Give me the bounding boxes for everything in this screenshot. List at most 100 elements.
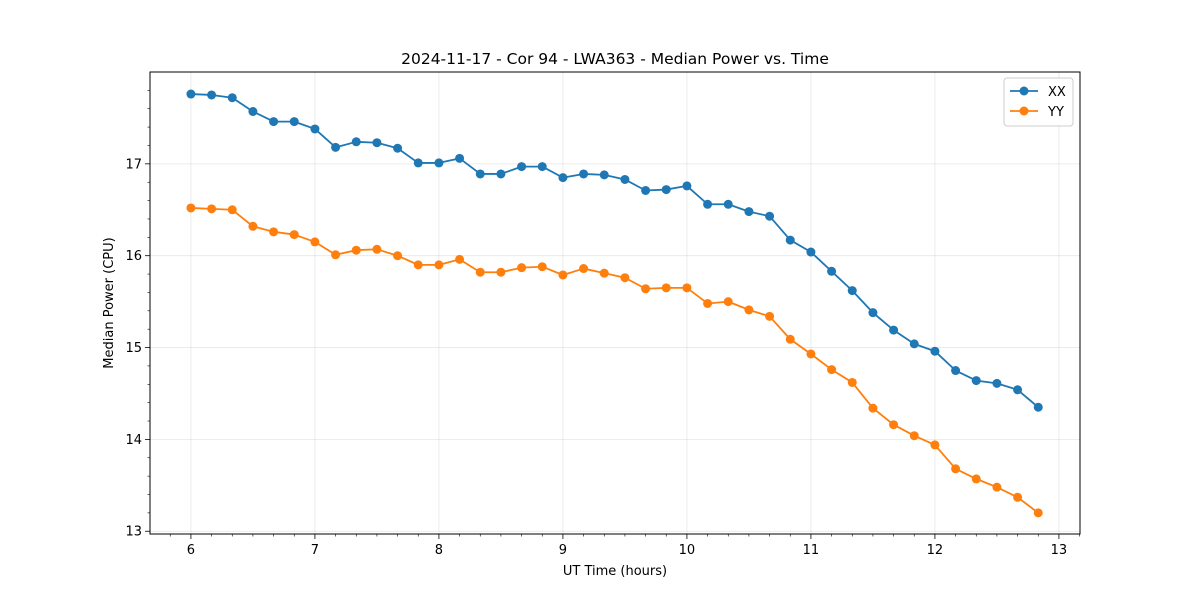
data-point-yy-20 xyxy=(599,268,609,278)
data-point-yy-9 xyxy=(372,244,382,254)
x-tick-label-6: 6 xyxy=(187,543,195,558)
data-point-yy-37 xyxy=(951,464,961,474)
data-point-xx-16 xyxy=(517,162,527,172)
y-tick-label-14: 14 xyxy=(125,433,142,448)
data-point-xx-22 xyxy=(641,185,651,195)
legend-marker-xx xyxy=(1019,86,1029,96)
data-point-yy-13 xyxy=(455,254,465,264)
data-point-xx-41 xyxy=(1033,402,1043,412)
data-point-xx-12 xyxy=(434,158,444,168)
data-point-xx-3 xyxy=(248,107,258,116)
x-tick-label-13: 13 xyxy=(1051,543,1068,558)
data-point-xx-21 xyxy=(620,174,630,184)
data-point-yy-19 xyxy=(579,264,589,274)
data-point-xx-14 xyxy=(475,169,485,179)
data-point-xx-32 xyxy=(847,286,857,296)
data-point-xx-23 xyxy=(661,185,671,195)
x-axis-label: UT Time (hours) xyxy=(563,564,667,579)
data-point-yy-14 xyxy=(475,267,485,277)
data-point-yy-10 xyxy=(393,251,403,261)
data-point-xx-27 xyxy=(744,207,754,217)
data-point-yy-35 xyxy=(909,431,919,441)
data-point-xx-24 xyxy=(682,181,692,191)
data-point-yy-36 xyxy=(930,440,940,450)
data-point-yy-18 xyxy=(558,270,568,280)
data-point-yy-25 xyxy=(703,298,713,308)
data-point-yy-32 xyxy=(847,377,857,387)
series-group xyxy=(186,89,1043,518)
legend-entry-xx: XX xyxy=(1010,85,1066,100)
data-point-xx-11 xyxy=(413,158,423,168)
data-point-xx-19 xyxy=(579,169,589,179)
data-point-xx-7 xyxy=(331,142,341,152)
data-point-yy-38 xyxy=(971,474,981,484)
data-point-xx-26 xyxy=(723,199,733,209)
data-point-yy-33 xyxy=(868,403,878,413)
data-point-xx-8 xyxy=(351,137,361,147)
data-point-xx-6 xyxy=(310,124,320,134)
chart-title: 2024-11-17 - Cor 94 - LWA363 - Median Po… xyxy=(401,50,829,68)
legend-label-yy: YY xyxy=(1047,105,1064,120)
data-point-xx-15 xyxy=(496,169,506,179)
data-point-yy-21 xyxy=(620,273,630,283)
x-tick-label-12: 12 xyxy=(927,543,944,558)
data-point-xx-35 xyxy=(909,339,919,349)
y-axis-label: Median Power (CPU) xyxy=(102,237,117,368)
data-point-xx-36 xyxy=(930,346,940,356)
data-point-xx-33 xyxy=(868,308,878,318)
series-line-xx xyxy=(190,93,1039,408)
data-point-yy-16 xyxy=(517,263,527,273)
data-point-yy-2 xyxy=(227,205,237,215)
y-tick-label-16: 16 xyxy=(125,249,142,264)
data-point-xx-34 xyxy=(889,325,899,335)
data-point-yy-27 xyxy=(744,305,754,315)
series-yy xyxy=(186,203,1043,518)
data-point-xx-18 xyxy=(558,173,568,183)
data-point-xx-5 xyxy=(289,117,299,127)
data-point-xx-25 xyxy=(703,199,713,209)
data-point-yy-22 xyxy=(641,284,651,294)
data-point-xx-4 xyxy=(269,117,279,127)
legend-entry-yy: YY xyxy=(1010,105,1064,120)
data-point-yy-28 xyxy=(765,311,775,321)
data-point-yy-3 xyxy=(248,221,258,231)
data-point-yy-40 xyxy=(1013,492,1023,502)
data-point-xx-1 xyxy=(207,90,217,100)
data-point-yy-30 xyxy=(806,349,816,359)
data-point-yy-41 xyxy=(1033,508,1043,518)
data-point-yy-8 xyxy=(351,245,361,255)
data-point-yy-34 xyxy=(889,420,899,430)
data-point-xx-0 xyxy=(186,89,196,99)
data-point-xx-2 xyxy=(227,93,237,103)
axis-ticks: 6 7 8 9 10 11 12 13 13 14 15 16 17 xyxy=(125,90,1080,558)
x-tick-label-11: 11 xyxy=(803,543,820,558)
data-point-yy-7 xyxy=(331,250,341,260)
data-point-xx-13 xyxy=(455,153,465,163)
x-tick-label-8: 8 xyxy=(435,543,443,558)
y-tick-label-13: 13 xyxy=(125,525,142,540)
legend: XX YY xyxy=(1003,77,1074,127)
data-point-xx-39 xyxy=(992,378,1002,388)
data-point-yy-12 xyxy=(434,260,444,270)
data-point-xx-28 xyxy=(765,211,775,221)
data-point-xx-9 xyxy=(372,138,382,148)
grid xyxy=(150,72,1080,534)
data-point-yy-31 xyxy=(827,365,837,375)
x-tick-label-7: 7 xyxy=(311,543,319,558)
legend-marker-yy xyxy=(1019,106,1029,116)
data-point-xx-40 xyxy=(1013,385,1023,395)
series-xx xyxy=(186,89,1043,412)
data-point-yy-29 xyxy=(785,334,795,344)
data-point-yy-1 xyxy=(207,204,217,214)
series-line-yy xyxy=(190,207,1039,514)
y-tick-label-15: 15 xyxy=(125,341,142,356)
data-point-xx-37 xyxy=(951,366,961,376)
data-point-xx-20 xyxy=(599,170,609,180)
legend-label-xx: XX xyxy=(1048,85,1066,100)
data-point-yy-15 xyxy=(496,267,506,277)
data-point-yy-4 xyxy=(269,227,279,237)
data-point-xx-31 xyxy=(827,266,837,276)
y-tick-label-17: 17 xyxy=(125,157,142,172)
data-point-xx-29 xyxy=(785,235,795,245)
